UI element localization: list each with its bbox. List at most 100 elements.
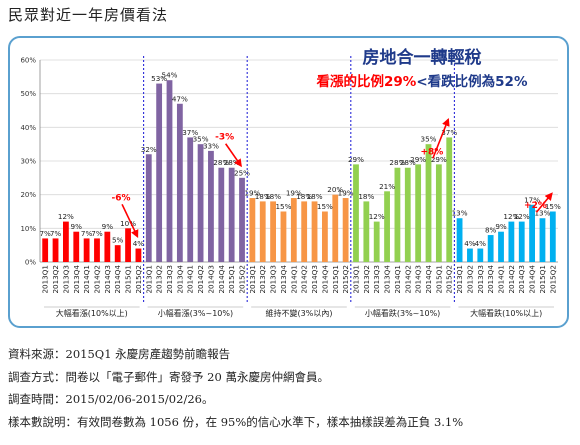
note-method-label: 調查方式： bbox=[8, 369, 66, 384]
x-tick-label: 2013Q1 bbox=[41, 265, 50, 294]
data-label: 4% bbox=[475, 239, 487, 248]
data-label: 9% bbox=[71, 222, 83, 231]
x-tick-label: 2014Q4 bbox=[217, 265, 226, 294]
x-tick-label: 2013Q4 bbox=[279, 265, 288, 294]
grouped-bar-chart: 0%10%20%30%40%50%60% 7%7%12%9%7%7%9%5%10… bbox=[20, 47, 561, 318]
x-tick-label: 2015Q2 bbox=[238, 265, 247, 294]
bar bbox=[529, 204, 536, 262]
data-label: 18% bbox=[296, 192, 312, 201]
data-label: 29% bbox=[431, 155, 447, 164]
headline-fall-ratio: 看跌比例為52% bbox=[427, 73, 528, 90]
change-annotation: -6% bbox=[112, 193, 131, 203]
bar bbox=[187, 137, 194, 262]
survey-notes: 資料來源：2015Q1 永慶房產趨勢前瞻報告 調查方式：問卷以「電子郵件」寄發予… bbox=[8, 343, 463, 433]
group-label: 小幅看跌(3%~10%) bbox=[365, 308, 440, 318]
x-tick-label: 2013Q2 bbox=[155, 265, 164, 294]
bar bbox=[321, 211, 328, 262]
bar bbox=[394, 167, 401, 262]
group-label: 小幅看漲(3%~10%) bbox=[158, 308, 233, 318]
data-label: 28% bbox=[224, 158, 240, 167]
data-label: 12% bbox=[58, 212, 74, 221]
bar bbox=[487, 235, 494, 262]
bar bbox=[456, 218, 463, 262]
x-tick-label: 2014Q3 bbox=[206, 265, 215, 294]
headline-rise-ratio: 看漲的比例29% bbox=[316, 73, 417, 90]
data-label: 12% bbox=[503, 212, 519, 221]
change-arrow bbox=[121, 203, 139, 238]
data-label: 28% bbox=[213, 158, 229, 167]
x-tick-label: 2015Q2 bbox=[341, 265, 350, 294]
bar bbox=[228, 167, 235, 262]
bar bbox=[435, 164, 442, 262]
note-sample-label: 樣本數說明： bbox=[8, 414, 77, 429]
y-tick-label: 60% bbox=[20, 57, 36, 65]
x-tick-label: 2014Q4 bbox=[528, 265, 537, 294]
y-tick-label: 40% bbox=[20, 124, 36, 132]
data-label: 15% bbox=[317, 202, 333, 211]
x-tick-label: 2015Q1 bbox=[227, 265, 236, 294]
data-label: 20% bbox=[327, 185, 343, 194]
bar bbox=[73, 231, 80, 262]
x-tick-label: 2014Q3 bbox=[517, 265, 526, 294]
x-tick-label: 2013Q2 bbox=[51, 265, 60, 294]
bar bbox=[166, 80, 173, 262]
x-tick-label: 2013Q1 bbox=[144, 265, 153, 294]
x-tick-label: 2013Q1 bbox=[455, 265, 464, 294]
bar bbox=[208, 150, 214, 262]
bar bbox=[342, 198, 349, 262]
bar bbox=[83, 238, 90, 262]
page-title: 民眾對近一年房價看法 bbox=[8, 6, 169, 24]
x-tick-label: 2013Q2 bbox=[465, 265, 474, 294]
data-label: 4% bbox=[464, 239, 476, 248]
data-label: 15% bbox=[545, 202, 561, 211]
headline-sep: < bbox=[416, 74, 427, 90]
bar bbox=[425, 144, 432, 262]
note-source: 資料來源：2015Q1 永慶房產趨勢前瞻報告 bbox=[8, 343, 463, 366]
x-tick-label: 2015Q1 bbox=[434, 265, 443, 294]
note-sample: 樣本數說明：有效問卷數為 1056 份，在 95%的信心水準下，樣本抽樣誤差為正… bbox=[8, 411, 463, 434]
data-label: 12% bbox=[369, 212, 385, 221]
x-tick-label: 2013Q3 bbox=[372, 265, 381, 294]
data-label: 9% bbox=[102, 222, 114, 231]
x-tick-label: 2013Q1 bbox=[248, 265, 257, 294]
data-label: 19% bbox=[244, 189, 260, 198]
x-tick-label: 2013Q3 bbox=[61, 265, 70, 294]
bar bbox=[539, 218, 546, 262]
x-tick-label: 2013Q4 bbox=[383, 265, 392, 294]
change-annotation: +8% bbox=[420, 147, 443, 157]
group-label: 大幅看漲(10%以上) bbox=[56, 308, 128, 318]
data-label: 12% bbox=[514, 212, 530, 221]
data-label: 18% bbox=[265, 192, 281, 201]
bar bbox=[125, 228, 131, 262]
bar bbox=[176, 103, 183, 263]
note-period-label: 調查時間： bbox=[8, 392, 66, 406]
x-tick-label: 2014Q3 bbox=[103, 265, 112, 294]
x-tick-label: 2014Q2 bbox=[507, 265, 516, 294]
bar bbox=[280, 211, 287, 262]
x-tick-label: 2014Q1 bbox=[186, 265, 195, 294]
data-label: 35% bbox=[193, 135, 209, 144]
bar bbox=[467, 248, 473, 262]
data-label: 53% bbox=[151, 74, 167, 83]
change-arrow bbox=[432, 117, 450, 159]
change-arrow bbox=[225, 143, 242, 168]
chart-frame: 0% 10% 20% 30% 40% 50% 60% 7% 7% 12% 9% 7% 7% 9% 5% 10… bbox=[8, 36, 569, 328]
x-tick-label: 2013Q3 bbox=[269, 265, 278, 294]
data-label: 18% bbox=[307, 192, 323, 201]
change-annotation: -3% bbox=[215, 133, 234, 143]
data-label: 10% bbox=[120, 219, 136, 228]
headline-line2: 看漲的比例29%<看跌比例為52% bbox=[316, 73, 528, 90]
bar bbox=[259, 201, 266, 262]
bar bbox=[42, 238, 49, 262]
bar bbox=[270, 201, 277, 262]
data-label: 19% bbox=[286, 189, 302, 198]
data-label: 13% bbox=[452, 209, 468, 218]
bar bbox=[363, 201, 370, 262]
change-annotation: +2% bbox=[524, 201, 547, 211]
bar bbox=[373, 221, 380, 262]
x-tick-label: 2014Q3 bbox=[310, 265, 319, 294]
x-tick-label: 2013Q3 bbox=[476, 265, 485, 294]
x-tick-label: 2014Q1 bbox=[497, 265, 506, 294]
data-label: 13% bbox=[534, 209, 550, 218]
x-tick-label: 2014Q2 bbox=[196, 265, 205, 294]
